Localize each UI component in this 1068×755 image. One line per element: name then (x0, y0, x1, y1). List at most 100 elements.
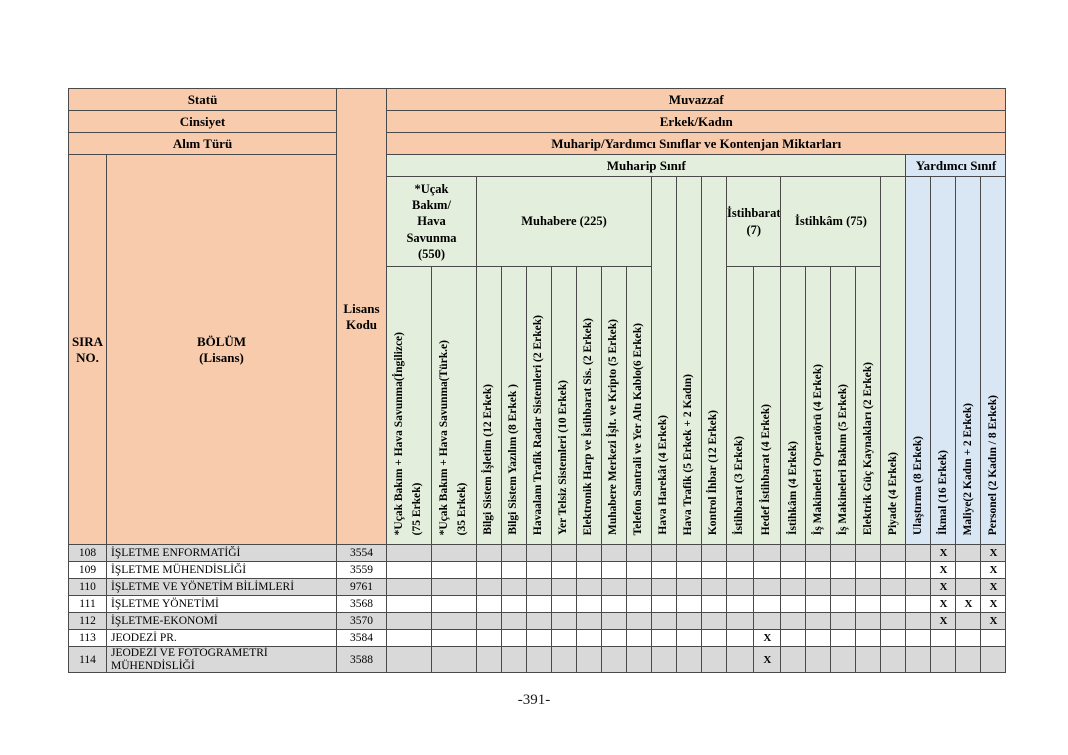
column-header: Muhabere Merkezi İşlt. ve Kripto (5 Erke… (601, 266, 627, 545)
mark-cell (880, 595, 907, 613)
mark-cell (701, 612, 727, 630)
mark-cell (386, 612, 432, 630)
sinif-row: SIRA NO. BÖLÜM (Lisans) Muharip Sınıf Ya… (68, 154, 1007, 545)
mark-cell (476, 645, 502, 674)
mark-cell (626, 645, 652, 674)
mark-cell (576, 629, 602, 647)
mark-cell (725, 645, 755, 674)
sira-no-cell: 109 (68, 561, 107, 579)
mark-cell (980, 629, 1007, 647)
mark-cell (551, 612, 577, 630)
mark-cell (805, 629, 832, 647)
mark-cell (855, 595, 882, 613)
mark-cell (526, 544, 552, 562)
mark-cell (551, 544, 577, 562)
mark-cell (805, 578, 832, 596)
statu-label: Statü (68, 88, 337, 111)
mark-cell (753, 578, 782, 596)
mark-cell: X (980, 561, 1007, 579)
bolum-cell: İŞLETME YÖNETİMİ (106, 595, 337, 613)
mark-cell (501, 595, 527, 613)
mark-cell (651, 645, 677, 674)
mark-cell (476, 612, 502, 630)
mark-cell (805, 612, 832, 630)
mark-cell (676, 645, 702, 674)
mark-cell (905, 595, 932, 613)
column-label: İş Makineleri Operatörü (4 Erkek) (811, 363, 824, 535)
mark-cell (955, 578, 982, 596)
mark-cell (780, 645, 807, 674)
mark-cell (725, 561, 755, 579)
sira-no-cell: 111 (68, 595, 107, 613)
mark-cell (905, 645, 932, 674)
mark-cell (601, 645, 627, 674)
mark-cell: X (930, 578, 957, 596)
column-header: Piyade (4 Erkek) (880, 176, 907, 545)
lisans-kodu-cell: 3568 (336, 595, 387, 613)
bolum-cell: İŞLETME MÜHENDİSLİĞİ (106, 561, 337, 579)
mark-cell (855, 544, 882, 562)
mark-cell (386, 578, 432, 596)
mark-cell: X (980, 578, 1007, 596)
alim-turu-label: Alım Türü (68, 132, 337, 155)
mark-cell: X (930, 595, 957, 613)
column-label: İstihkâm (4 Erkek) (786, 441, 799, 535)
group-header: *Uçak Bakım/ Hava Savunma (550) (386, 176, 477, 267)
mark-cell: X (980, 595, 1007, 613)
mark-cell: X (753, 645, 782, 674)
group-header: Muhabere (225) (476, 176, 652, 267)
mark-cell (601, 561, 627, 579)
mark-cell (725, 629, 755, 647)
mark-cell (725, 595, 755, 613)
mark-cell (955, 544, 982, 562)
mark-cell (476, 561, 502, 579)
column-header: Kontrol İhbar (12 Erkek) (701, 176, 727, 545)
alim-turu-row: Alım Türü Muharip/Yardımcı Sınıflar ve K… (68, 132, 1007, 155)
muvazzaf-value: Muvazzaf (385, 88, 1007, 111)
mark-cell (880, 544, 907, 562)
column-header: Hava Harekât (4 Erkek) (651, 176, 677, 545)
column-label: Telefon Santrali ve Yer Altı Kablo(6 Erk… (632, 322, 645, 535)
mark-cell (501, 544, 527, 562)
mark-cell (676, 595, 702, 613)
cinsiyet-row: Cinsiyet Erkek/Kadın (68, 110, 1007, 133)
column-header: Hava Trafik (5 Erkek + 2 Kadın) (676, 176, 702, 545)
bolum-header: BÖLÜM (Lisans) (106, 154, 337, 545)
mark-cell (501, 629, 527, 647)
mark-cell (701, 561, 727, 579)
mark-cell (676, 629, 702, 647)
mark-cell (905, 629, 932, 647)
column-label: Maliye(2 Kadın + 2 Erkek) (961, 402, 974, 535)
mark-cell (780, 544, 807, 562)
sira-no-cell: 114 (68, 645, 107, 674)
mark-cell (626, 544, 652, 562)
kontenjan-table: Statü Lisans Kodu Muvazzaf Cinsiyet Erke… (68, 88, 1007, 674)
mark-cell (855, 578, 882, 596)
mark-cell (501, 612, 527, 630)
mark-cell (431, 544, 477, 562)
mark-cell (855, 612, 882, 630)
cinsiyet-label: Cinsiyet (68, 110, 337, 133)
mark-cell (386, 544, 432, 562)
mark-cell (386, 645, 432, 674)
mark-cell (501, 561, 527, 579)
column-header: Bilgi Sistem İşletim (12 Erkek) (476, 266, 502, 545)
mark-cell (431, 645, 477, 674)
mark-cell (805, 561, 832, 579)
mark-cell (955, 629, 982, 647)
mark-cell (576, 561, 602, 579)
mark-cell (651, 612, 677, 630)
column-label: Havaalanı Trafik Radar Sistemleri (2 Erk… (532, 314, 545, 535)
mark-cell (701, 544, 727, 562)
mark-cell (701, 578, 727, 596)
column-label: Hava Harekât (4 Erkek) (657, 415, 670, 535)
column-header: İstihbarat (3 Erkek) (725, 266, 755, 545)
erkek-kadin-value: Erkek/Kadın (385, 110, 1007, 133)
mark-cell (626, 612, 652, 630)
mark-cell (601, 612, 627, 630)
column-header: Elektronik Harp ve İstihbarat Sis. (2 Er… (576, 266, 602, 545)
mark-cell (725, 544, 755, 562)
mark-cell (476, 595, 502, 613)
mark-cell (805, 544, 832, 562)
mark-cell (651, 561, 677, 579)
